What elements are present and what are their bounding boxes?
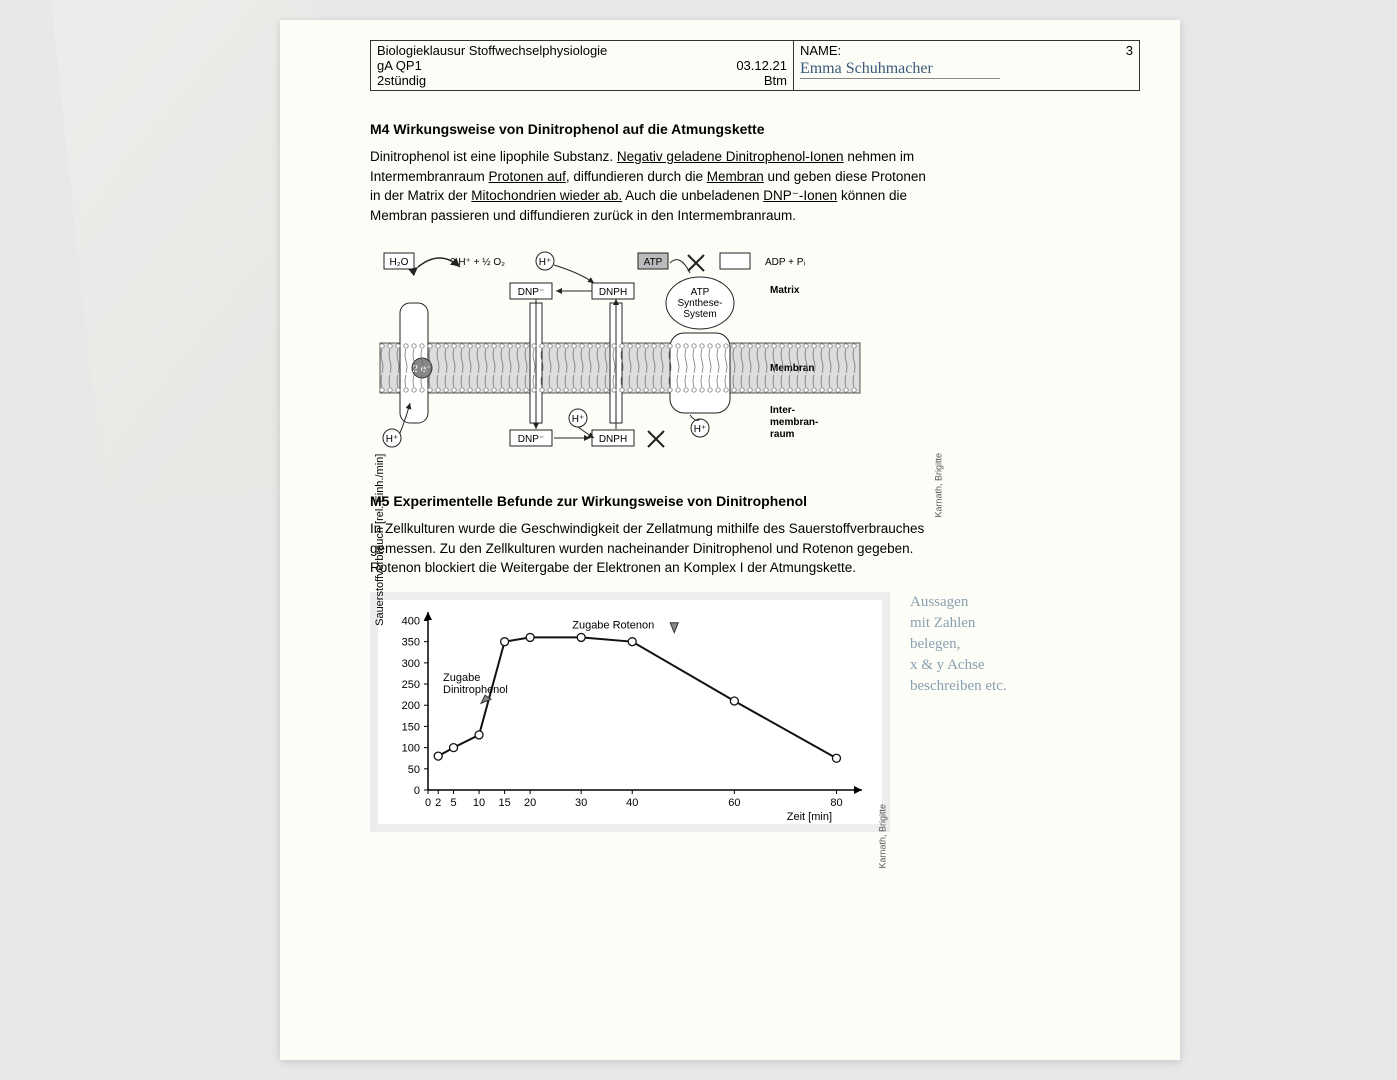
svg-text:150: 150 (402, 721, 420, 733)
label-matrix: Matrix (770, 285, 800, 296)
label-h-br: H⁺ (694, 424, 707, 435)
label-atp: ATP (644, 257, 663, 268)
m5-paragraph: In Zellkulturen wurde die Geschwindigkei… (370, 519, 930, 578)
label-h-bl: H⁺ (386, 434, 399, 445)
label-inter2: membran- (770, 417, 818, 428)
exam-page: Biologieklausur Stoffwechselphysiologie … (280, 20, 1180, 1060)
m5-chart: Sauerstoffverbrauch [rel. Einh./min] 050… (370, 592, 890, 832)
svg-text:Zugabe: Zugabe (443, 672, 480, 684)
svg-text:Zeit [min]: Zeit [min] (787, 811, 832, 823)
svg-text:0: 0 (425, 797, 431, 809)
svg-text:0: 0 (414, 785, 420, 797)
atp-synth-2: Synthese- (677, 298, 722, 309)
teacher: Btm (764, 73, 787, 88)
duration: 2stündig (377, 73, 426, 88)
svg-text:250: 250 (402, 679, 420, 691)
svg-text:300: 300 (402, 658, 420, 670)
svg-text:30: 30 (575, 797, 587, 809)
hand-notes: Aussagenmit Zahlenbelegen,x & y Achsebes… (910, 592, 1007, 697)
label-membran: Membran (770, 363, 814, 374)
svg-text:10: 10 (473, 797, 485, 809)
label-h-bm: H⁺ (572, 414, 585, 425)
label-inter3: raum (770, 429, 795, 440)
m5-credit: Karnath, Brigitte (878, 804, 888, 869)
course-code: gA QP1 (377, 58, 422, 73)
page-number: 3 (1126, 43, 1133, 58)
atp-synth-1: ATP (691, 287, 710, 298)
exam-date: 03.12.21 (736, 58, 787, 73)
m4-diagram: ATP Synthese- System H₂O 2 H⁺ + ½ O₂ H⁺ … (370, 243, 930, 463)
svg-text:40: 40 (626, 797, 638, 809)
header-table: Biologieklausur Stoffwechselphysiologie … (370, 40, 1140, 91)
svg-text:60: 60 (728, 797, 740, 809)
course-title: Biologieklausur Stoffwechselphysiologie (377, 43, 607, 58)
label-adp: ADP + Pᵢ (765, 257, 805, 268)
svg-text:2: 2 (435, 797, 441, 809)
svg-text:20: 20 (524, 797, 536, 809)
label-inter1: Inter- (770, 405, 795, 416)
svg-text:80: 80 (830, 797, 842, 809)
svg-text:Zugabe Rotenon: Zugabe Rotenon (572, 620, 654, 632)
name-label: NAME: (800, 43, 841, 58)
svg-text:Dinitrophenol: Dinitrophenol (443, 684, 508, 696)
label-dnph-bot: DNPH (599, 434, 627, 445)
student-name: Emma Schuhmacher (800, 60, 1000, 79)
svg-text:200: 200 (402, 700, 420, 712)
svg-text:15: 15 (498, 797, 510, 809)
m4-heading: M4 Wirkungsweise von Dinitrophenol auf d… (370, 121, 1140, 137)
svg-text:400: 400 (402, 615, 420, 627)
chart-y-label: Sauerstoffverbrauch [rel. Einh./min] (374, 454, 386, 626)
svg-text:350: 350 (402, 637, 420, 649)
label-h2o: H₂O (390, 257, 409, 268)
svg-text:5: 5 (450, 797, 456, 809)
label-dnp-top: DNP⁻ (518, 287, 544, 298)
svg-text:100: 100 (402, 743, 420, 755)
label-dnph-top: DNPH (599, 287, 627, 298)
label-dnp-bot: DNP⁻ (518, 434, 544, 445)
m5-heading: M5 Experimentelle Befunde zur Wirkungswe… (370, 493, 1140, 509)
m4-credit: Karnath, Brigitte (934, 453, 944, 518)
m4-paragraph: Dinitrophenol ist eine lipophile Substan… (370, 147, 930, 225)
svg-text:50: 50 (408, 764, 420, 776)
label-h-top: H⁺ (539, 257, 552, 268)
atp-synth-3: System (683, 309, 716, 320)
